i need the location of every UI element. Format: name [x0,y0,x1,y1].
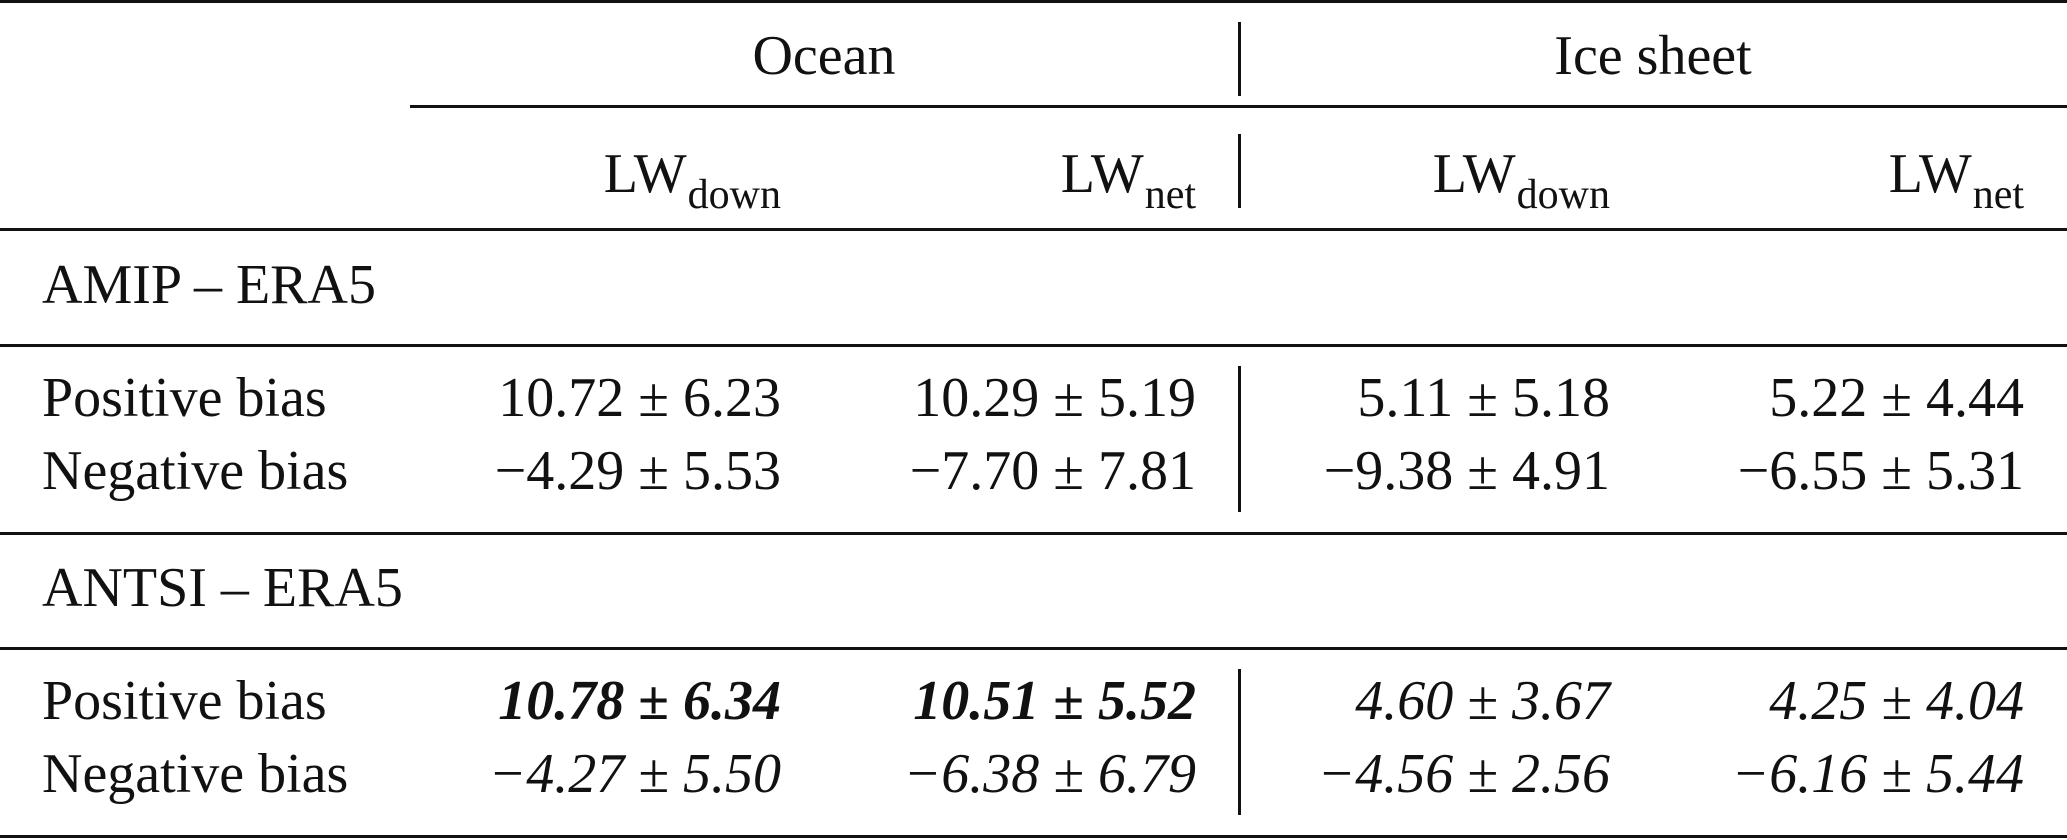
group-header-ice-sheet: Ice sheet [1554,25,1752,87]
column-header-base: LW [1888,143,1972,205]
section-title-antsi-era5: ANTSI – ERA5 [42,557,403,619]
group-header-separator [1238,22,1241,96]
column-header-ocean-lwdown: LWdown [603,143,781,216]
section-1-separator [1238,366,1241,512]
group-header-ocean: Ocean [752,25,896,87]
cell-antsi-positive-ocean-lwnet: 10.51 ± 5.52 [913,670,1196,732]
header-rule [0,228,2067,231]
row-label-amip-positive-bias: Positive bias [42,367,327,429]
cell-amip-positive-ice-lwdown: 5.11 ± 5.18 [1357,367,1610,429]
cell-antsi-negative-ice-lwdown: −4.56 ± 2.56 [1317,743,1610,805]
cell-amip-negative-ice-lwnet: −6.55 ± 5.31 [1737,440,2024,502]
column-header-subscript: down [687,172,781,218]
cell-antsi-negative-ocean-lwnet: −6.38 ± 6.79 [903,743,1196,805]
column-header-subscript: down [1516,172,1610,218]
cell-amip-positive-ocean-lwdown: 10.72 ± 6.23 [498,367,781,429]
section-title-amip-era5: AMIP – ERA5 [42,254,376,316]
column-header-base: LW [603,143,687,205]
section-separator-rule [0,532,2067,535]
bottom-rule [0,835,2067,838]
column-header-ice-lwdown: LWdown [1432,143,1610,216]
cell-amip-positive-ice-lwnet: 5.22 ± 4.44 [1769,367,2024,429]
cell-antsi-negative-ice-lwnet: −6.16 ± 5.44 [1731,743,2024,805]
column-header-subscript: net [1144,172,1196,218]
row-label-antsi-negative-bias: Negative bias [42,743,349,805]
column-header-subscript: net [1972,172,2024,218]
column-header-ocean-lwnet: LWnet [1060,143,1196,216]
ocean-group-underline [410,105,1239,108]
column-header-separator [1238,134,1241,208]
row-label-antsi-positive-bias: Positive bias [42,670,327,732]
column-header-base: LW [1060,143,1144,205]
top-rule [0,0,2067,3]
column-header-ice-lwnet: LWnet [1888,143,2024,216]
cell-amip-negative-ice-lwdown: −9.38 ± 4.91 [1323,440,1610,502]
section-2-title-rule [0,647,2067,650]
cell-antsi-positive-ocean-lwdown: 10.78 ± 6.34 [498,670,781,732]
section-1-title-rule [0,344,2067,347]
cell-antsi-negative-ocean-lwdown: −4.27 ± 5.50 [488,743,781,805]
column-header-base: LW [1432,143,1516,205]
cell-antsi-positive-ice-lwdown: 4.60 ± 3.67 [1355,670,1610,732]
row-label-amip-negative-bias: Negative bias [42,440,349,502]
cell-antsi-positive-ice-lwnet: 4.25 ± 4.04 [1769,670,2024,732]
ice-sheet-group-underline [1239,105,2067,108]
cell-amip-negative-ocean-lwnet: −7.70 ± 7.81 [909,440,1196,502]
section-2-separator [1238,669,1241,815]
cell-amip-positive-ocean-lwnet: 10.29 ± 5.19 [913,367,1196,429]
cell-amip-negative-ocean-lwdown: −4.29 ± 5.53 [494,440,781,502]
